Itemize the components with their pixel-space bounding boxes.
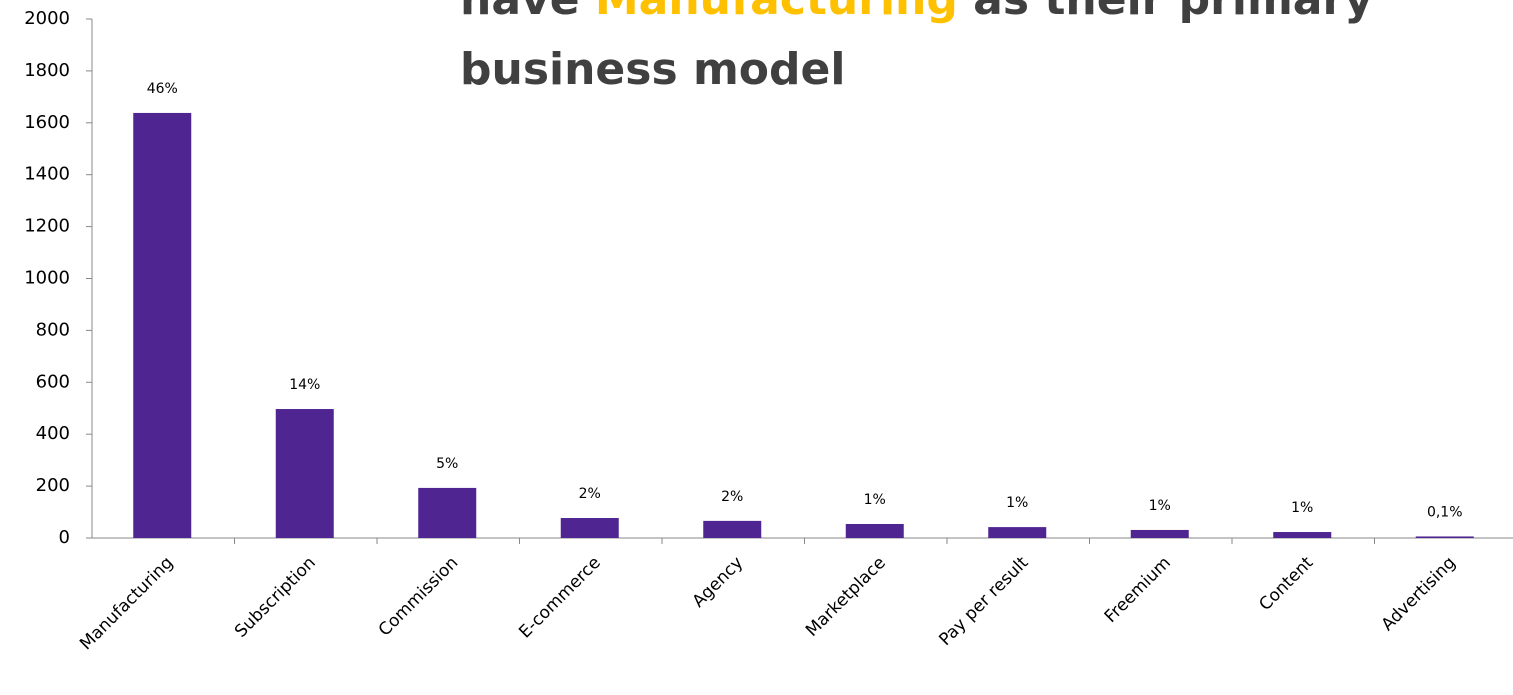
- title-part: have: [460, 0, 595, 25]
- x-tick-label: Agency: [689, 553, 748, 612]
- bar: [275, 409, 334, 538]
- y-tick-label: 1800: [24, 60, 70, 81]
- data-label: 14%: [289, 377, 320, 393]
- bar: [988, 527, 1047, 538]
- x-tick-label: Marketplace: [802, 553, 890, 641]
- bar: [703, 520, 762, 538]
- y-tick-label: 800: [36, 319, 70, 340]
- bar: [1273, 532, 1332, 538]
- bar: [1415, 536, 1474, 538]
- data-label: 1%: [1291, 500, 1313, 516]
- x-tick-label: Subscription: [231, 553, 320, 642]
- bar: [418, 487, 477, 538]
- title-highlight: Manufacturing: [595, 0, 958, 25]
- x-tick-label: Manufacturing: [76, 553, 177, 654]
- x-tick-label: Freemium: [1101, 553, 1175, 627]
- x-tick-label: Content: [1255, 553, 1317, 615]
- x-tick-label: Advertising: [1378, 553, 1460, 635]
- y-tick-label: 1600: [24, 112, 70, 133]
- data-label: 1%: [1006, 495, 1028, 511]
- bar: [133, 112, 192, 539]
- y-tick-label: 400: [36, 423, 70, 444]
- data-label: 2%: [721, 489, 743, 505]
- x-tick-label: Commission: [375, 553, 462, 640]
- x-tick-label: Pay per result: [935, 553, 1032, 650]
- y-tick-label: 600: [36, 371, 70, 392]
- y-tick-label: 1000: [24, 268, 70, 289]
- y-tick-label: 1400: [24, 164, 70, 185]
- y-tick-label: 200: [36, 475, 70, 496]
- bar: [1130, 529, 1189, 538]
- title-part: as their primary: [958, 0, 1373, 25]
- data-label: 5%: [436, 456, 458, 472]
- chart-title-line2: business model: [460, 44, 845, 95]
- bar: [845, 523, 904, 538]
- y-tick-label: 2000: [24, 8, 70, 29]
- data-label: 1%: [864, 492, 886, 508]
- chart-title: have Manufacturing as their primary: [460, 0, 1373, 25]
- y-tick-label: 1200: [24, 216, 70, 237]
- bar: [560, 518, 619, 538]
- y-tick-label: 0: [59, 527, 70, 548]
- data-label: 46%: [147, 81, 178, 97]
- data-label: 2%: [579, 486, 601, 502]
- data-label: 0,1%: [1427, 504, 1463, 520]
- x-tick-label: E-commerce: [515, 553, 605, 643]
- data-label: 1%: [1149, 498, 1171, 514]
